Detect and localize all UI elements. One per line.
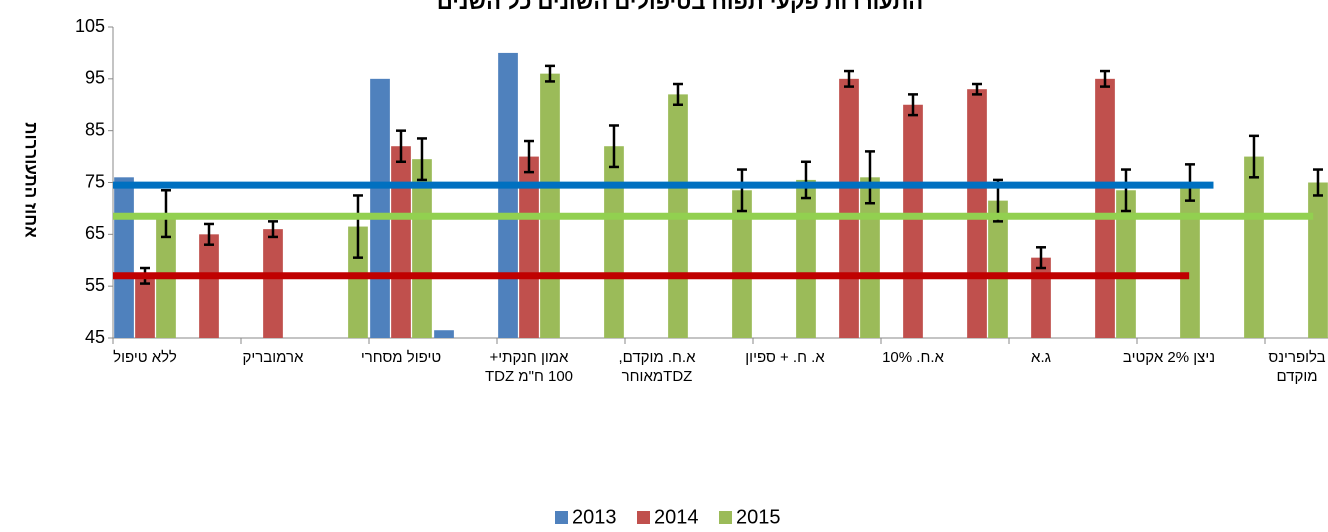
bar bbox=[1180, 182, 1200, 338]
legend-swatch bbox=[637, 511, 650, 524]
x-tick-label: טיפול מסחרי bbox=[360, 349, 442, 366]
legend-swatch bbox=[555, 511, 568, 524]
y-tick-label: 85 bbox=[85, 119, 105, 139]
bar bbox=[434, 330, 454, 338]
bar bbox=[263, 229, 283, 338]
error-bar bbox=[1100, 69, 1110, 88]
legend-label: 2014 bbox=[654, 506, 699, 528]
bar bbox=[1244, 156, 1264, 338]
error-bar bbox=[736, 168, 747, 213]
error-bar bbox=[524, 139, 534, 174]
chart-title: התעוררות פקעי תפוח בטיפולים השונים כל הש… bbox=[437, 0, 923, 14]
bar bbox=[796, 179, 816, 338]
bar bbox=[1095, 78, 1115, 338]
error-bar bbox=[396, 129, 406, 164]
y-tick-label: 45 bbox=[85, 327, 105, 347]
x-tick-label: ארמובריק bbox=[242, 349, 304, 366]
legend-label: 2013 bbox=[572, 506, 617, 528]
bar bbox=[412, 159, 432, 338]
error-bar bbox=[972, 82, 982, 96]
y-tick-label: 55 bbox=[85, 275, 105, 295]
y-tick-label: 95 bbox=[85, 68, 105, 88]
error-bar bbox=[1312, 168, 1323, 197]
error-bar bbox=[204, 222, 214, 246]
x-tick-label: בלופרינס מוקדם bbox=[1268, 349, 1326, 385]
error-bar bbox=[608, 124, 619, 169]
error-bar bbox=[416, 137, 427, 182]
bar bbox=[604, 146, 624, 338]
error-bar bbox=[1036, 246, 1046, 270]
bar bbox=[1308, 182, 1328, 338]
bar bbox=[370, 78, 390, 338]
legend-label: 2015 bbox=[736, 506, 781, 528]
y-tick-label: 105 bbox=[75, 16, 105, 36]
y-axis-label: אחוז התעוררות bbox=[22, 122, 41, 238]
error-bar bbox=[352, 194, 363, 259]
bar bbox=[498, 52, 518, 339]
error-bar bbox=[544, 64, 555, 83]
x-tick-label: ג.א bbox=[1031, 349, 1051, 366]
bar bbox=[1116, 190, 1136, 338]
legend-swatch bbox=[719, 511, 732, 524]
x-tick-label: א.ח. מוקדם, TDZמאוחר bbox=[618, 349, 696, 385]
error-bar bbox=[800, 160, 811, 200]
bar bbox=[839, 78, 859, 338]
x-tick-label: ניצן 2% אקטיב bbox=[1122, 349, 1216, 366]
error-bar bbox=[844, 69, 854, 88]
bar bbox=[903, 104, 923, 338]
error-bar bbox=[268, 220, 278, 239]
x-tick-label: ללא טיפול bbox=[113, 349, 177, 366]
bar bbox=[135, 275, 155, 338]
bar bbox=[1031, 257, 1051, 338]
error-bar bbox=[1248, 134, 1259, 179]
error-bar bbox=[1120, 168, 1131, 213]
error-bar bbox=[908, 93, 918, 117]
x-tick-label: א. ח. + ספיון bbox=[745, 349, 825, 366]
bar bbox=[519, 156, 539, 338]
x-tick-label: אמון חנקתי+ 100 ח"מ TDZ bbox=[484, 349, 574, 385]
x-tick-label: א.ח. 10% bbox=[882, 349, 944, 366]
error-bar bbox=[672, 82, 683, 106]
bar bbox=[391, 146, 411, 338]
bar bbox=[732, 190, 752, 338]
error-bar bbox=[864, 150, 875, 205]
y-tick-label: 65 bbox=[85, 223, 105, 243]
y-tick-label: 75 bbox=[85, 171, 105, 191]
bar bbox=[988, 200, 1008, 338]
bar bbox=[199, 234, 219, 338]
bar bbox=[348, 226, 368, 338]
bar bbox=[540, 73, 560, 339]
bar bbox=[114, 177, 134, 338]
